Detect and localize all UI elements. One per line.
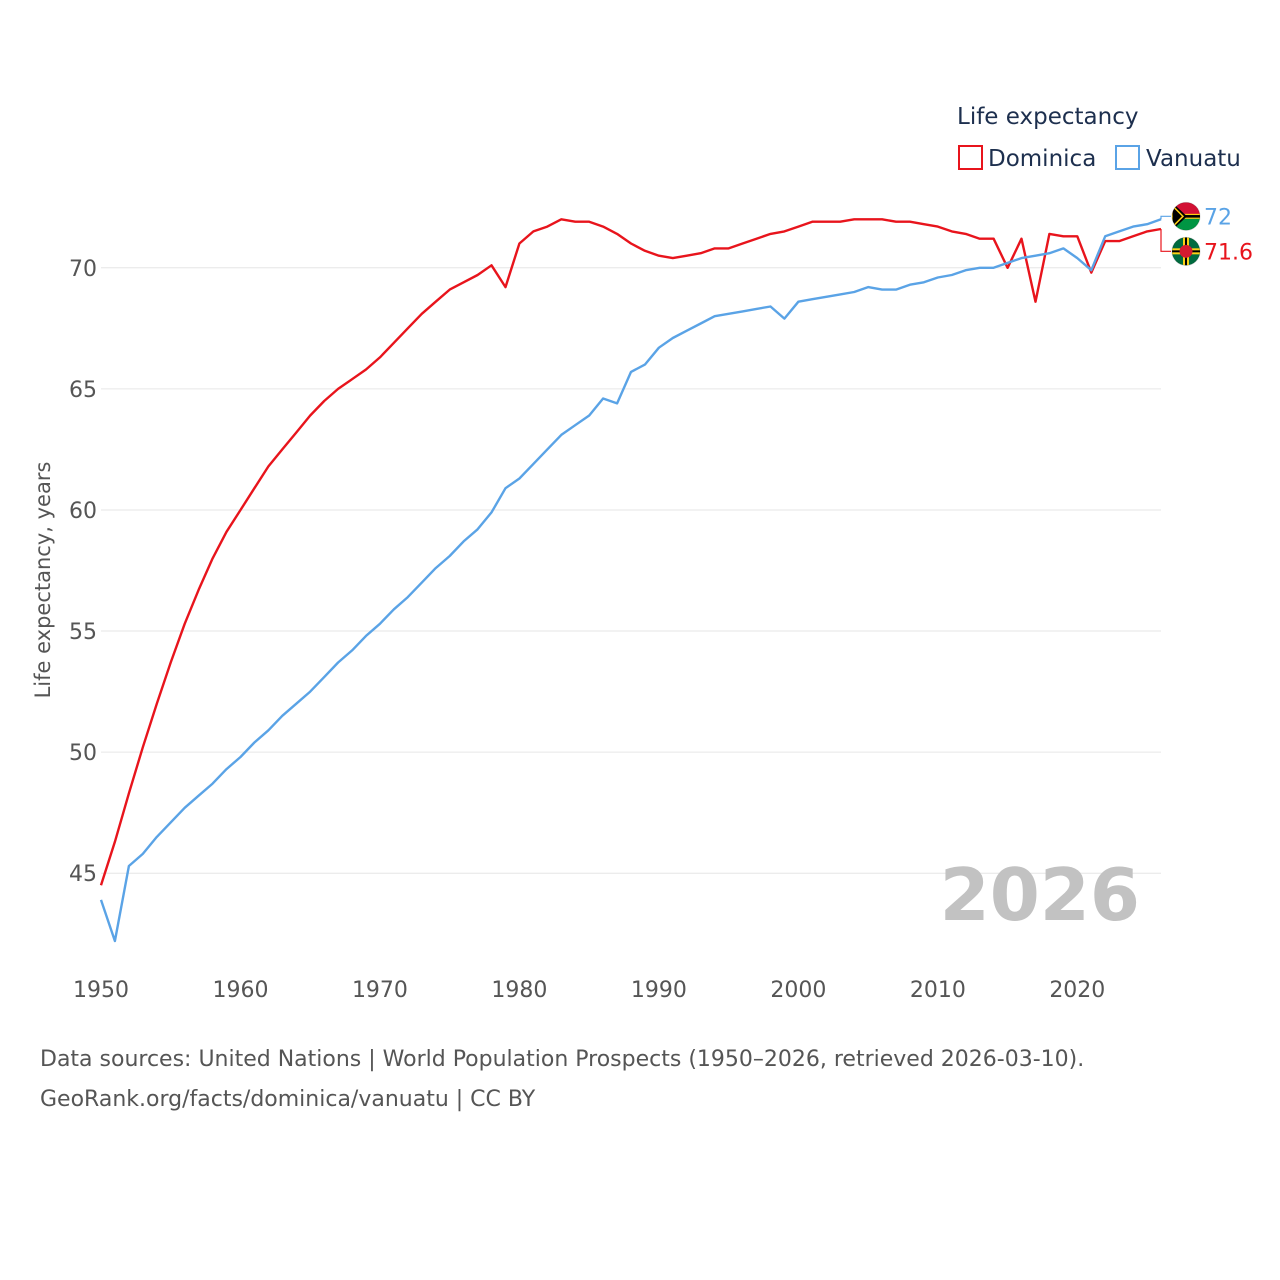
y-axis-ticks: 45 50 55 60 65 70 (69, 257, 97, 887)
y-axis-title: Life expectancy, years (31, 462, 55, 699)
legend-label-vanuatu: Vanuatu (1146, 146, 1241, 172)
series-lines (99, 218, 1162, 943)
end-label-vanuatu: 72 (1204, 205, 1232, 230)
x-axis-ticks: 1950 1960 1970 1980 1990 2000 2010 2020 (73, 978, 1105, 1003)
y-tick-label: 45 (69, 862, 97, 887)
x-tick-label: 1960 (212, 978, 268, 1003)
legend-item-vanuatu[interactable]: Vanuatu (1115, 145, 1241, 172)
y-tick-label: 65 (69, 378, 97, 403)
x-tick-label: 2000 (770, 978, 826, 1003)
x-tick-label: 1990 (631, 978, 687, 1003)
x-tick-label: 1950 (73, 978, 129, 1003)
legend-title: Life expectancy (957, 104, 1138, 130)
year-label: 2026 (940, 853, 1140, 937)
legend-label-dominica: Dominica (988, 146, 1096, 172)
dominica-flag-icon (1171, 236, 1201, 266)
end-connector-vanuatu (1160, 215, 1171, 220)
x-tick-label: 1980 (491, 978, 547, 1003)
end-connector-dominica (1160, 229, 1171, 252)
y-tick-label: 60 (69, 499, 97, 524)
y-tick-label: 70 (69, 257, 97, 282)
series-line-dominica[interactable] (99, 218, 1162, 886)
x-tick-label: 2020 (1049, 978, 1105, 1003)
x-tick-label: 2010 (910, 978, 966, 1003)
legend-swatch-vanuatu (1115, 145, 1140, 170)
end-label-dominica: 71.6 (1204, 240, 1253, 265)
source-note: Data sources: United Nations | World Pop… (40, 1040, 1260, 1120)
x-tick-label: 1970 (352, 978, 408, 1003)
legend-item-dominica[interactable]: Dominica (958, 145, 1096, 172)
vanuatu-flag-icon (1171, 201, 1201, 231)
series-line-vanuatu[interactable] (99, 218, 1162, 943)
series-end-markers: 72 71.6 (1160, 201, 1253, 266)
y-tick-label: 50 (69, 741, 97, 766)
legend: Life expectancy Dominica Vanuatu (957, 104, 1241, 172)
grid (101, 267, 1161, 874)
y-tick-label: 55 (69, 620, 97, 645)
legend-swatch-dominica (958, 145, 983, 170)
source-line-data: Data sources: United Nations | World Pop… (40, 1047, 1085, 1072)
source-line-link[interactable]: GeoRank.org/facts/dominica/vanuatu | CC … (40, 1087, 536, 1112)
